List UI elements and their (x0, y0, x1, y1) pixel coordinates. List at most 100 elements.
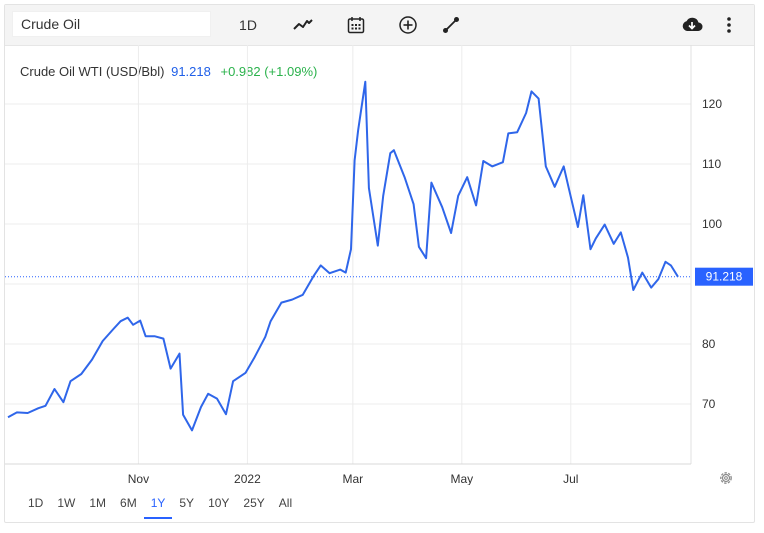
price-point (506, 131, 511, 136)
legend-symbol-name: Crude Oil WTI (USD/Bbl) (20, 64, 165, 79)
range-button-1m[interactable]: 1M (89, 496, 107, 510)
price-point (352, 158, 357, 163)
more-options-icon[interactable] (717, 12, 741, 38)
price-point (263, 334, 268, 339)
range-button-10y[interactable]: 10Y (208, 496, 230, 510)
price-point (581, 193, 586, 198)
legend-last-value: 91.218 (171, 64, 211, 79)
price-point (381, 193, 386, 198)
price-point (515, 130, 520, 135)
price-point (524, 111, 529, 116)
price-point (411, 202, 416, 207)
price-point (290, 297, 295, 302)
price-point (363, 79, 368, 84)
price-point (215, 396, 220, 401)
price-point (43, 403, 48, 408)
y-tick-label: 110 (702, 157, 721, 171)
range-button-1w[interactable]: 1W (57, 496, 76, 510)
price-point (338, 267, 343, 272)
price-point (143, 334, 148, 339)
symbol-search-input[interactable] (12, 11, 211, 37)
price-point (311, 274, 316, 279)
price-point (656, 277, 661, 282)
price-point (602, 222, 607, 227)
price-point (440, 205, 445, 210)
price-point (668, 263, 673, 268)
price-point (567, 187, 572, 192)
price-point (575, 225, 580, 230)
range-button-5y[interactable]: 5Y (179, 496, 195, 510)
range-button-all[interactable]: All (278, 496, 293, 510)
price-point (100, 339, 105, 344)
price-point (663, 259, 668, 264)
price-point (561, 164, 566, 169)
y-tick-label: 100 (702, 217, 722, 231)
legend-change: +0.982 (+1.09%) (220, 64, 318, 79)
y-tick-label: 80 (702, 337, 716, 351)
price-point (268, 319, 273, 324)
current-price-label: 91.218 (706, 270, 743, 284)
calendar-icon[interactable] (344, 12, 368, 38)
settings-gear-icon[interactable] (718, 470, 734, 491)
price-point (640, 270, 645, 275)
price-point (500, 160, 505, 165)
price-point (243, 370, 248, 375)
price-point (391, 148, 396, 153)
price-point (89, 357, 94, 362)
price-point (456, 193, 461, 198)
price-point (138, 318, 143, 323)
add-indicator-icon[interactable] (396, 12, 420, 38)
price-series-line (7, 80, 679, 432)
draw-line-icon[interactable] (439, 12, 463, 38)
price-point (181, 412, 186, 417)
price-point (552, 184, 557, 189)
current-price-tag (695, 267, 753, 286)
price-point (481, 159, 486, 164)
price-point (356, 127, 361, 132)
price-point (79, 372, 84, 377)
price-point (611, 241, 616, 246)
price-point (625, 255, 630, 260)
price-point (168, 366, 173, 371)
x-tick-label: Jul (563, 472, 578, 485)
price-point (161, 336, 166, 341)
price-point (198, 405, 203, 410)
x-tick-label: Mar (342, 472, 363, 485)
chart-legend: Crude Oil WTI (USD/Bbl) 91.218 +0.982 (+… (20, 64, 317, 79)
price-point (649, 285, 654, 290)
price-point (593, 236, 598, 241)
price-point (631, 288, 636, 293)
price-point (424, 256, 429, 261)
line-type-icon[interactable] (290, 12, 316, 38)
range-button-1d[interactable]: 1D (28, 496, 44, 510)
y-tick-label: 120 (702, 97, 722, 111)
download-icon[interactable] (679, 12, 705, 38)
price-point (25, 411, 30, 416)
price-point (449, 231, 454, 236)
range-button-1y[interactable]: 1Y (143, 493, 173, 519)
price-point (118, 319, 123, 324)
price-point (588, 247, 593, 252)
price-point (327, 271, 332, 276)
price-point (206, 391, 211, 396)
price-point (676, 274, 681, 279)
range-selector: 1D 1W 1M 6M 1Y 5Y 10Y 25Y All (21, 493, 299, 525)
price-point (490, 164, 495, 169)
price-chart[interactable]: 70 80 100 110 120 Nov 2022 Mar May Jul 91.218 (5, 5, 754, 485)
range-button-25y[interactable]: 25Y (243, 496, 265, 510)
price-point (402, 175, 407, 180)
price-point (300, 292, 305, 297)
y-tick-label: 70 (702, 397, 716, 411)
price-point (349, 247, 354, 252)
price-point (474, 203, 479, 208)
x-tick-label: 2022 (234, 472, 261, 485)
price-point (279, 300, 284, 305)
interval-button[interactable]: 1D (239, 17, 257, 33)
range-button-6m[interactable]: 6M (120, 496, 137, 510)
price-point (529, 89, 534, 94)
x-tick-label: May (450, 472, 473, 485)
price-point (416, 244, 421, 249)
price-point (366, 186, 371, 191)
price-point (252, 355, 257, 360)
price-point (543, 164, 548, 169)
